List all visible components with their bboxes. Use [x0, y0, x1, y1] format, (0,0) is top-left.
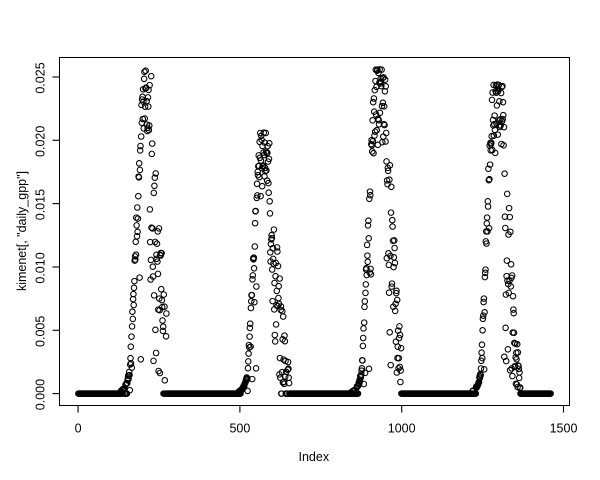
svg-text:1500: 1500 — [550, 422, 578, 436]
svg-text:0.000: 0.000 — [34, 379, 48, 410]
svg-text:0: 0 — [75, 422, 82, 436]
svg-text:kimenet[, "daily_gpp"]: kimenet[, "daily_gpp"] — [15, 171, 29, 291]
svg-text:0.025: 0.025 — [34, 62, 48, 93]
svg-text:1000: 1000 — [388, 422, 416, 436]
svg-text:0.020: 0.020 — [34, 126, 48, 157]
svg-text:0.010: 0.010 — [34, 252, 48, 283]
svg-text:0.005: 0.005 — [34, 316, 48, 347]
svg-text:0.015: 0.015 — [34, 189, 48, 220]
svg-text:Index: Index — [299, 450, 330, 464]
svg-text:500: 500 — [229, 422, 250, 436]
